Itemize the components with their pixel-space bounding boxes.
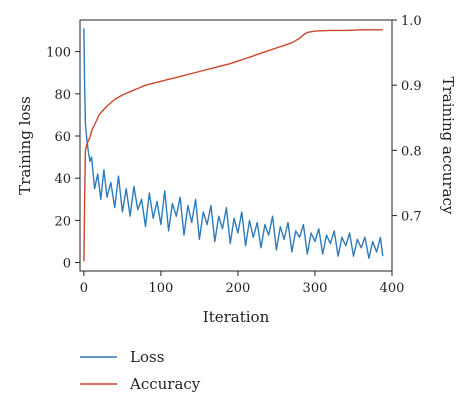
x-tick-label: 100 [148, 281, 173, 296]
y-left-tick-label: 40 [54, 172, 71, 187]
series-line-accuracy [83, 29, 383, 262]
x-tick-label: 400 [380, 281, 405, 296]
y-left-tick-label: 60 [54, 130, 71, 145]
legend-label-accuracy: Accuracy [129, 375, 201, 393]
y-left-tick-label: 20 [54, 214, 71, 229]
x-tick-label: 300 [303, 281, 328, 296]
plot-frame [79, 19, 393, 272]
y-right-tick-label: 0.8 [401, 144, 422, 159]
x-tick-label: 200 [226, 281, 251, 296]
y-left-tick-label: 0 [63, 257, 71, 272]
y-right-tick-label: 0.9 [401, 79, 422, 94]
x-tick-label: 0 [80, 281, 88, 296]
series-line-loss [83, 28, 384, 259]
y-left-tick-label: 80 [54, 88, 71, 103]
y-left-tick-label: 100 [46, 46, 71, 61]
y-right-axis-title: Training accuracy [439, 77, 457, 215]
x-axis-title: Iteration [203, 308, 270, 326]
legend-label-loss: Loss [130, 348, 164, 366]
y-right-tick-label: 1.0 [401, 14, 422, 29]
y-left-axis-title: Training loss [16, 96, 34, 195]
y-right-tick-label: 0.7 [401, 210, 422, 225]
